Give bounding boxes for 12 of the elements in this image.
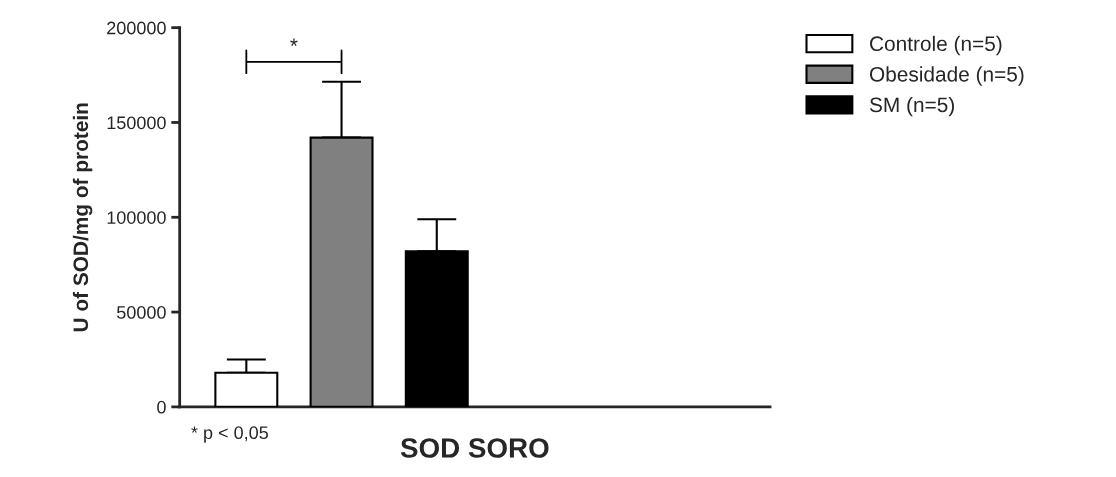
x-axis-title: SOD SORO [400,438,549,458]
y-tick-label: 0 [157,400,166,414]
y-tick-label: 100000 [107,211,166,224]
legend-label: Controle (n=5) [870,35,1002,56]
y-tick-label: 200000 [107,21,166,35]
legend-label: SM (n=5) [869,96,954,117]
text: * p < 0,05 [191,426,268,443]
y-tick-label: 150000 [107,116,166,130]
annotation: * [290,38,298,46]
y-axis-title: U of SOD/mg of protein [72,103,93,332]
y-tick-label: 50000 [117,306,166,319]
legend-label: Obesidade (n=5) [869,66,1024,86]
